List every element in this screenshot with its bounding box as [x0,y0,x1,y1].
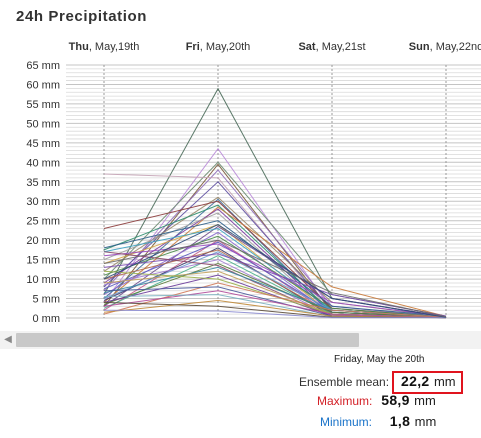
y-tick-label: 45 mm [26,138,60,150]
ensemble-mean-highlight: 22,2 mm [392,371,463,394]
maximum-row: Maximum: 58,9 mm [317,392,436,410]
y-tick-label: 65 mm [26,60,60,72]
series-line[interactable] [103,235,447,318]
category-lines [103,65,447,318]
y-axis-labels: 0 mm 5 mm 10 mm 15 mm 20 mm 25 mm 30 mm 35 mm 40… [26,60,60,325]
series-line[interactable] [103,243,447,317]
ensemble-mean-label: Ensemble mean: [299,375,390,389]
minimum-value: 1,8 [389,413,411,429]
series-line[interactable] [103,253,447,317]
horizontal-scrollbar[interactable]: ◀ [0,331,481,349]
series-line[interactable] [103,169,447,318]
y-tick-label: 35 mm [26,177,60,189]
y-tick-label: 5 mm [33,294,61,306]
y-tick-label: 10 mm [26,274,60,286]
series-line[interactable] [103,206,447,317]
x-axis-labels: Thu, May,19th Fri, May,20th Sat, May,21st S… [69,41,481,53]
y-tick-label: 55 mm [26,99,60,111]
x-tick-label: Fri, May,20th [186,41,251,53]
chart-title: 24h Precipitation [16,8,148,25]
y-tick-label: 40 mm [26,157,60,169]
scrollbar-thumb[interactable] [16,333,359,347]
y-tick-label: 25 mm [26,216,60,228]
maximum-label: Maximum: [317,394,373,408]
series-line[interactable] [103,299,447,319]
series-line[interactable] [103,290,447,319]
minimum-unit: mm [414,414,437,429]
y-tick-label: 30 mm [26,196,60,208]
series-line[interactable] [103,220,447,317]
y-tick-label: 0 mm [33,313,61,325]
x-tick-label: Thu, May,19th [69,41,140,53]
minimum-label: Minimum: [320,415,373,429]
x-tick-label: Sun, May,22nd [409,41,481,53]
y-tick-label: 60 mm [26,79,60,91]
series-line[interactable] [103,262,447,318]
series-line[interactable] [103,239,447,318]
minimum-row: Minimum: 1,8 mm [320,413,436,431]
y-tick-label: 15 mm [26,255,60,267]
maximum-value: 58,9 [381,392,410,408]
x-tick-label: Sat, May,21st [298,41,365,53]
maximum-unit: mm [414,393,436,408]
ensemble-mean-row: Ensemble mean: 22,2 mm [299,371,463,394]
ensemble-mean-unit: mm [433,374,456,389]
scroll-left-icon[interactable]: ◀ [4,334,12,345]
selected-date-label: Friday, May the 20th [334,354,425,365]
precipitation-chart: 0 mm 5 mm 10 mm 15 mm 20 mm 25 mm 30 mm 35 mm 40… [26,41,481,325]
series-line[interactable] [103,309,446,319]
y-tick-label: 50 mm [26,118,60,130]
ensemble-mean-value: 22,2 [401,373,430,389]
y-tick-label: 20 mm [26,235,60,247]
series-lines [103,87,447,319]
